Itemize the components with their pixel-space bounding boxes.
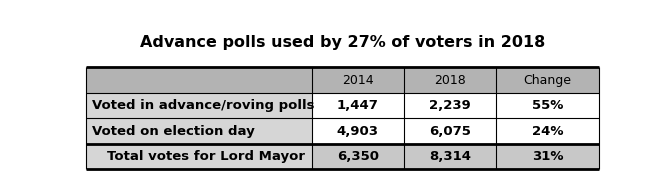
Text: 8,314: 8,314 <box>429 150 471 163</box>
Text: 6,350: 6,350 <box>337 150 379 163</box>
Text: 1,447: 1,447 <box>337 99 379 112</box>
Bar <box>311 144 404 169</box>
Text: 55%: 55% <box>532 99 563 112</box>
Text: 24%: 24% <box>532 125 563 138</box>
Bar <box>86 67 311 93</box>
Text: 2014: 2014 <box>342 74 373 87</box>
Bar <box>496 93 599 118</box>
Bar <box>404 144 496 169</box>
Text: 2018: 2018 <box>434 74 466 87</box>
Text: Advance polls used by 27% of voters in 2018: Advance polls used by 27% of voters in 2… <box>140 36 545 50</box>
Text: 4,903: 4,903 <box>337 125 379 138</box>
Text: Voted on election day: Voted on election day <box>92 125 255 138</box>
Text: 2,239: 2,239 <box>429 99 471 112</box>
Bar <box>311 118 404 144</box>
Bar <box>404 67 496 93</box>
Text: 31%: 31% <box>532 150 563 163</box>
Text: Total votes for Lord Mayor: Total votes for Lord Mayor <box>108 150 305 163</box>
Text: 6,075: 6,075 <box>429 125 471 138</box>
Bar <box>311 93 404 118</box>
Bar <box>86 144 311 169</box>
Bar <box>496 118 599 144</box>
Text: Voted in advance/roving polls: Voted in advance/roving polls <box>92 99 315 112</box>
Bar <box>496 67 599 93</box>
Bar <box>311 67 404 93</box>
Bar <box>404 118 496 144</box>
Bar <box>404 93 496 118</box>
Text: Change: Change <box>523 74 571 87</box>
Bar <box>86 93 311 118</box>
Bar <box>496 144 599 169</box>
Bar <box>86 118 311 144</box>
